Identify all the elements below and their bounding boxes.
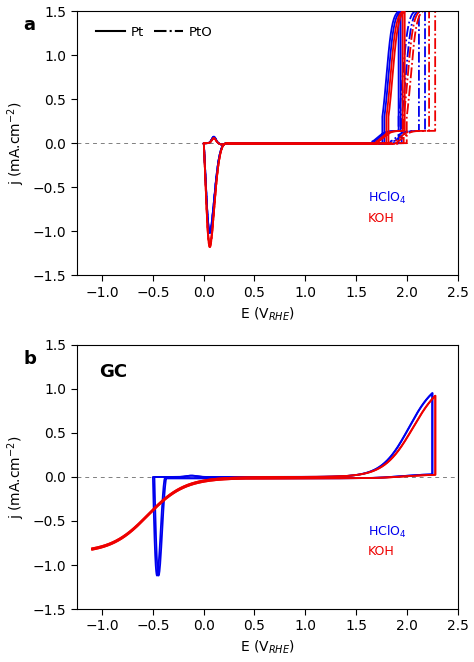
Y-axis label: j (mA.cm$^{-2}$): j (mA.cm$^{-2}$): [6, 435, 27, 519]
Text: b: b: [23, 350, 36, 368]
Text: a: a: [23, 17, 36, 34]
Text: HClO$_4$: HClO$_4$: [368, 190, 407, 206]
Y-axis label: j (mA.cm$^{-2}$): j (mA.cm$^{-2}$): [6, 101, 27, 185]
Text: GC: GC: [100, 363, 128, 381]
Legend: Pt, PtO: Pt, PtO: [91, 21, 218, 44]
Text: KOH: KOH: [368, 545, 395, 558]
Text: KOH: KOH: [368, 212, 395, 224]
X-axis label: E (V$_{RHE}$): E (V$_{RHE}$): [240, 305, 295, 322]
X-axis label: E (V$_{RHE}$): E (V$_{RHE}$): [240, 639, 295, 657]
Text: HClO$_4$: HClO$_4$: [368, 524, 407, 540]
